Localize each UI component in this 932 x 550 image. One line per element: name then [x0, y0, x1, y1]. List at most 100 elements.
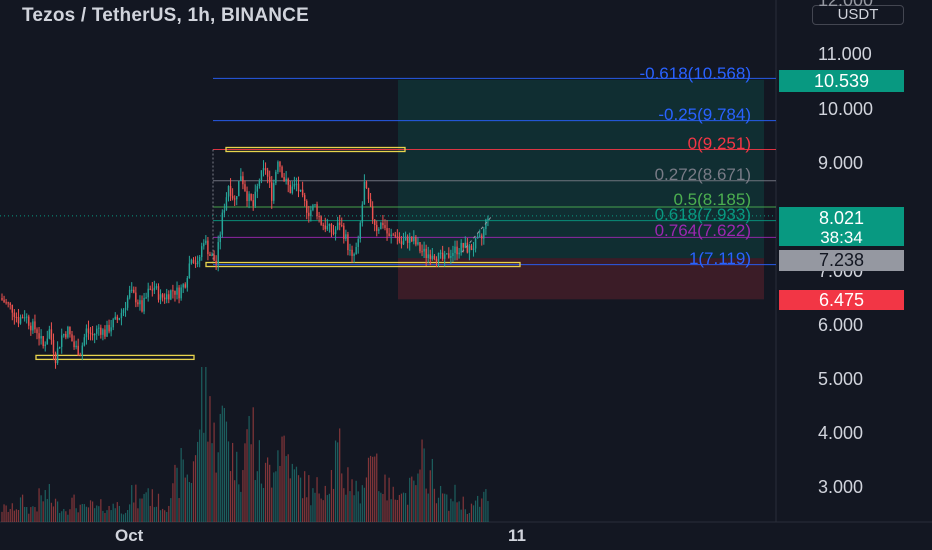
volume-bar [96, 505, 98, 522]
candle-body [308, 212, 310, 217]
candle-body [324, 225, 326, 230]
candle-body [196, 260, 199, 265]
volume-bar [359, 503, 361, 522]
candle-body [415, 236, 417, 245]
candle-body [203, 243, 205, 247]
candle-body [281, 166, 283, 178]
candle-body [318, 216, 320, 218]
volume-bar [357, 491, 359, 522]
candle-body [262, 168, 265, 171]
fib-label: 0.272(8.671) [654, 165, 751, 184]
candle-body [439, 252, 442, 254]
volume-bar [299, 477, 302, 522]
candle-body [34, 321, 36, 330]
volume-bar [182, 459, 184, 522]
volume-bar [464, 509, 466, 522]
volume-bar [281, 436, 283, 522]
volume-bar [250, 444, 252, 522]
candle-body [159, 294, 162, 300]
candle-body [40, 336, 42, 339]
candle-body [91, 334, 94, 336]
fib-label: 0.618(7.933) [654, 205, 751, 224]
volume-bar [252, 407, 254, 522]
candle-body [211, 254, 213, 257]
volume-bar [19, 497, 22, 522]
volume-bar [114, 508, 116, 522]
candle-body [433, 255, 436, 259]
volume-bar [468, 512, 471, 522]
candle-body [143, 297, 145, 312]
volume-bar [411, 476, 413, 522]
volume-bar [129, 504, 131, 522]
candle-body [63, 334, 65, 336]
candle-body [367, 187, 370, 200]
volume-bar [398, 494, 401, 522]
candle-body [227, 186, 230, 198]
volume-bar [376, 453, 378, 522]
candle-body [369, 199, 372, 207]
volume-bar [355, 480, 357, 522]
candle-body [297, 183, 300, 192]
fib-label: -0.25(9.784) [658, 105, 751, 124]
volume-bar [196, 441, 199, 522]
volume-bar [213, 422, 215, 522]
volume-bar [21, 494, 24, 522]
candle-body [176, 287, 178, 295]
volume-bar [135, 484, 137, 522]
volume-bar [110, 510, 112, 522]
candle-body [182, 284, 184, 288]
candle-body [277, 161, 279, 172]
candle-body [351, 249, 353, 256]
volume-bar [446, 494, 448, 522]
volume-bar [481, 498, 483, 522]
volume-bar [15, 509, 18, 522]
candle-body [139, 300, 141, 305]
candle-body [427, 254, 429, 258]
volume-bar [234, 480, 236, 522]
volume-bar [341, 473, 343, 522]
candle-body [98, 327, 100, 329]
candle-body [13, 312, 16, 317]
volume-bar [372, 456, 374, 522]
volume-bar [85, 506, 88, 522]
candle-body [386, 228, 388, 234]
volume-bar [188, 482, 190, 522]
time-label-oct: Oct [115, 526, 144, 545]
candle-body [373, 219, 376, 226]
volume-bar [13, 510, 15, 522]
candle-body [11, 304, 14, 313]
volume-bar [28, 513, 30, 522]
candle-body [275, 171, 277, 184]
volume-bar [46, 498, 48, 522]
volume-bar [254, 480, 256, 522]
volume-bar [295, 466, 298, 522]
candle-body [271, 182, 273, 201]
candle-body [454, 246, 456, 253]
candle-body [343, 225, 345, 239]
volume-bar [433, 488, 436, 522]
currency-button[interactable]: USDT [812, 5, 904, 25]
volume-bar [460, 509, 462, 522]
volume-bar [126, 510, 129, 522]
volume-bar [431, 458, 433, 522]
candle-body [419, 242, 421, 252]
candle-body [289, 184, 291, 193]
candle-body [58, 346, 61, 349]
volume-bar [190, 482, 193, 522]
candle-body [248, 193, 250, 201]
candle-body [349, 249, 351, 251]
volume-bar [456, 502, 458, 522]
candle-body [108, 324, 110, 332]
candle-body [110, 327, 112, 332]
volume-bar [326, 495, 328, 522]
volume-bar [314, 492, 316, 522]
volume-bar [316, 477, 318, 522]
candle-body [359, 222, 361, 239]
candle-body [153, 287, 156, 291]
candle-body [394, 234, 397, 237]
price-tick: 3.000 [818, 477, 864, 497]
projection-line [461, 215, 493, 253]
candle-body [145, 297, 147, 299]
candle-body [236, 196, 238, 200]
